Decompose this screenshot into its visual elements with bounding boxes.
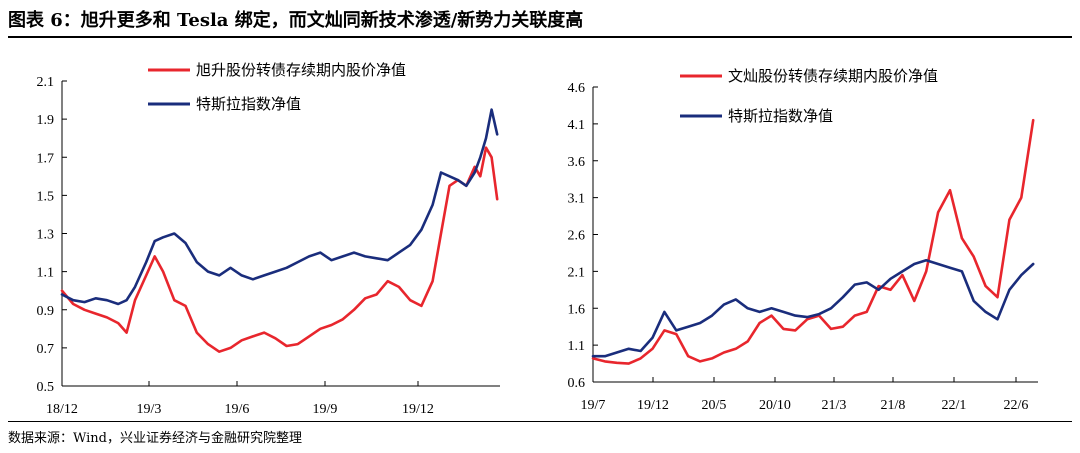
chart1-x-tick-label: 19/9 [313, 402, 338, 417]
chart1-y-tick-label: 0.5 [37, 380, 55, 395]
chart2-y-tick-label: 4.1 [568, 118, 586, 133]
chart1-series-2-line [60, 108, 499, 306]
chart2-x-tick-label: 20/10 [759, 398, 791, 413]
chart1-legend-label-2: 特斯拉指数净值 [196, 95, 301, 113]
chart2-y-tick-label: 2.1 [568, 265, 586, 280]
chart2-series-1-line [591, 118, 1035, 365]
title-rule [8, 36, 1072, 38]
chart2-y-tick-label: 1.1 [568, 339, 586, 354]
chart2-x-tick-label: 22/1 [942, 398, 967, 413]
chart1-y-tick-label: 0.7 [37, 342, 55, 357]
chart2-x-tick-label: 19/7 [581, 398, 606, 413]
chart2-y-tick-label: 1.6 [568, 302, 586, 317]
chart2-legend-label-2: 特斯拉指数净值 [728, 107, 833, 125]
chart1-legend-label-1: 旭升股份转债存续期内股价净值 [196, 61, 406, 79]
chart2-x-tick-label: 21/8 [881, 398, 906, 413]
chart2-x-tick-label: 19/12 [637, 398, 669, 413]
chart1-y-tick-label: 1.5 [37, 189, 55, 204]
chart1-y-tick-label: 1.9 [37, 113, 55, 128]
source-note: 数据来源：Wind，兴业证券经济与金融研究院整理 [8, 431, 302, 446]
chart2-x-tick-label: 22/6 [1004, 398, 1029, 413]
source-rule [8, 421, 1072, 422]
chart2-x-tick-label: 21/3 [822, 398, 847, 413]
page-title: 图表 6：旭升更多和 Tesla 绑定，而文灿同新技术渗透/新势力关联度高 [8, 10, 584, 31]
chart1-x-tick-label: 19/12 [402, 402, 434, 417]
chart1-y-tick-label: 1.7 [37, 151, 55, 166]
chart1-x-tick-label: 19/3 [137, 402, 162, 417]
chart2-legend-label-1: 文灿股份转债存续期内股价净值 [728, 67, 938, 85]
chart1-y-tick-label: 1.3 [37, 228, 55, 243]
chart1-x-tick-label: 19/6 [225, 402, 250, 417]
chart1-y-tick-label: 1.1 [37, 266, 55, 281]
chart2-y-tick-label: 2.6 [568, 229, 586, 244]
chart1-series-1-line [60, 146, 499, 354]
chart2-x-tick-label: 20/5 [702, 398, 727, 413]
chart1-y-tick-label: 2.1 [37, 75, 55, 90]
chart1-x-tick-label: 18/12 [46, 402, 78, 417]
chart2-y-tick-label: 0.6 [568, 376, 586, 391]
chart2-y-tick-label: 4.6 [568, 81, 586, 96]
chart2-series-2-line [591, 258, 1035, 358]
chart2-y-tick-label: 3.6 [568, 155, 586, 170]
chart1-y-tick-label: 0.9 [37, 304, 55, 319]
chart2-y-tick-label: 3.1 [568, 192, 586, 207]
